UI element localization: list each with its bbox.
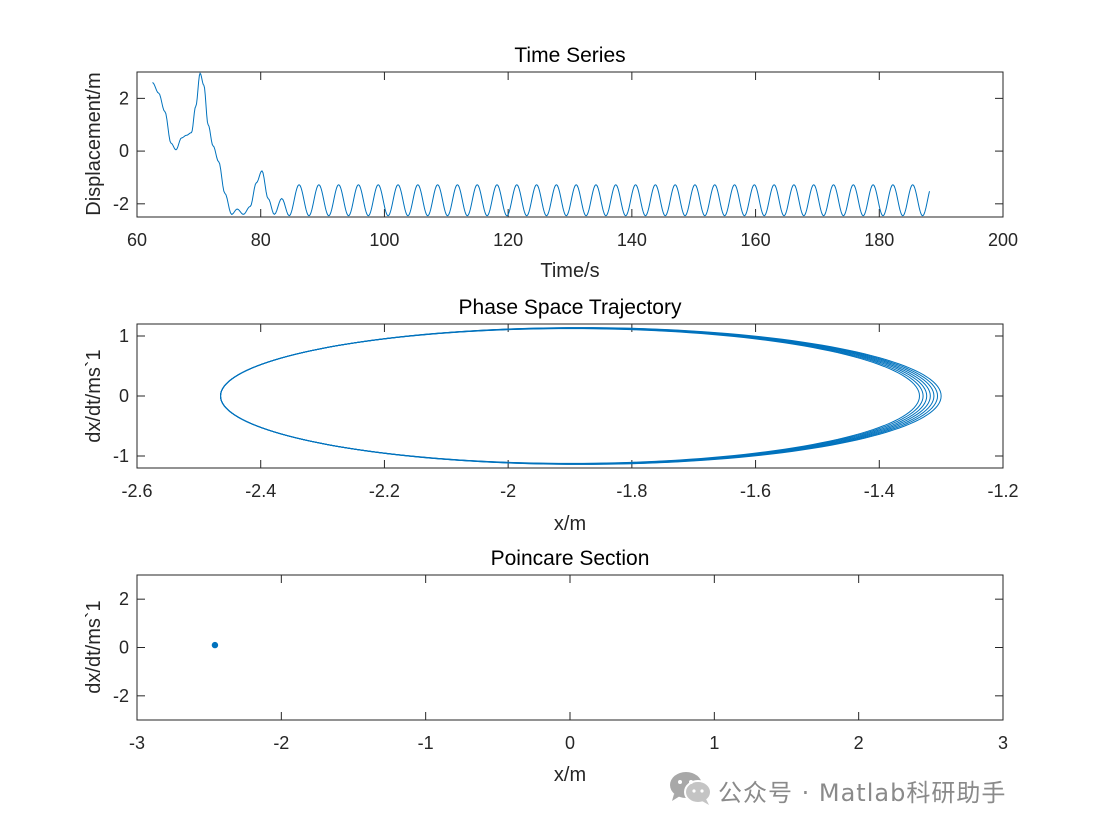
y-axis-label-2: dx/dt/ms`1 (83, 349, 105, 442)
x-tick-label: -1.8 (616, 481, 647, 501)
x-tick-label: -2 (273, 733, 289, 753)
poincare-point (211, 641, 219, 649)
x-tick-label: -3 (129, 733, 145, 753)
series-points-poincare (211, 641, 219, 649)
x-tick-label: 1 (709, 733, 719, 753)
phase-orbit-loop (220, 327, 942, 465)
y-axis-label-1: Displacement/m (83, 72, 105, 215)
y-tick-label: 0 (119, 638, 129, 658)
x-tick-label: -1.2 (987, 481, 1018, 501)
x-tick-label: -2.6 (121, 481, 152, 501)
x-tick-label: 160 (741, 230, 771, 250)
y-tick-label: 2 (119, 88, 129, 108)
axes-box-3 (136, 574, 1004, 721)
watermark-text: 公众号 · Matlab科研助手 (718, 779, 1007, 807)
x-tick-label: -2.2 (369, 481, 400, 501)
x-tick-label: 3 (998, 733, 1008, 753)
plot-phase-space: Phase Space Trajectory x/m dx/dt/ms`1 -2… (83, 296, 1019, 535)
x-tick-label: 60 (127, 230, 147, 250)
x-tick-label: 120 (493, 230, 523, 250)
x-tick-label: -1 (418, 733, 434, 753)
chart-title-2: Phase Space Trajectory (459, 296, 682, 319)
x-tick-label: -1.4 (864, 481, 895, 501)
plot-poincare: Poincare Section x/m dx/dt/ms`1 -3 -2 -1 0 1… (83, 547, 1008, 786)
x-axis-label-2: x/m (554, 513, 586, 535)
series-line-phase (220, 327, 942, 465)
x-tick-label: 140 (617, 230, 647, 250)
x-tick-label: -1.6 (740, 481, 771, 501)
x-tick-label: 80 (251, 230, 271, 250)
x-tick-label: 2 (854, 733, 864, 753)
x-tick-label: -2 (500, 481, 516, 501)
y-tick-label: 0 (119, 386, 129, 406)
y-tick-label: -1 (113, 446, 129, 466)
axes-box-2 (136, 323, 1004, 469)
y-tick-label: -2 (113, 194, 129, 214)
x-tick-label: 100 (369, 230, 399, 250)
y-tick-label: 0 (119, 141, 129, 161)
x-tick-label: 180 (864, 230, 894, 250)
y-tick-label: -2 (113, 686, 129, 706)
x-axis-label-1: Time/s (540, 260, 599, 282)
x-axis-label-3: x/m (554, 764, 586, 786)
plot-time-series: Time Series Time/s Displacement/m 60 80 10… (83, 44, 1018, 282)
chart-title-1: Time Series (514, 44, 625, 67)
y-tick-label: 2 (119, 589, 129, 609)
x-tick-label: -2.4 (245, 481, 276, 501)
x-tick-label: 200 (988, 230, 1018, 250)
y-axis-label-3: dx/dt/ms`1 (83, 600, 105, 693)
series-line-time (152, 72, 930, 217)
y-tick-label: 1 (119, 326, 129, 346)
x-tick-label: 0 (565, 733, 575, 753)
axes-box-1 (136, 71, 1004, 218)
chart-title-3: Poincare Section (491, 547, 650, 570)
wechat-icon (670, 772, 712, 805)
